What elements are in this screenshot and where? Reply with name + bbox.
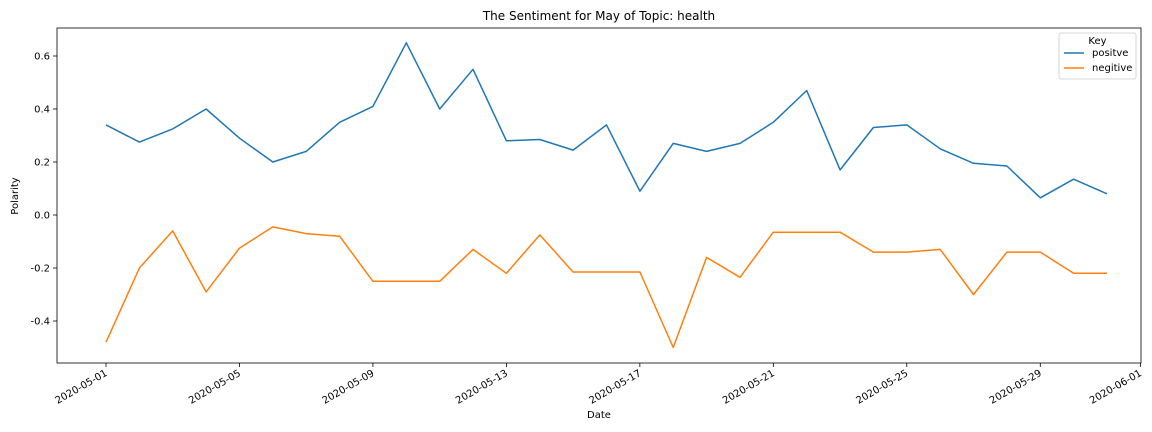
legend-label-positve: positve <box>1092 48 1128 59</box>
y-tick-label: 0.6 <box>34 52 50 63</box>
y-tick-label: 0.0 <box>34 211 50 222</box>
legend-title: Key <box>1088 36 1106 47</box>
y-axis-label: Polarity <box>10 177 21 215</box>
plot-frame <box>56 27 1142 364</box>
y-tick-label: -0.4 <box>30 317 50 328</box>
series-line-positve <box>105 42 1108 199</box>
x-tick-label: 2020-05-01 <box>54 368 110 407</box>
plot-area <box>105 42 1108 349</box>
y-tick-label: -0.2 <box>30 264 50 275</box>
chart-title: The Sentiment for May of Topic: health <box>482 9 715 23</box>
x-tick-label: 2020-05-29 <box>988 368 1044 407</box>
axes: 0.6 0.4 0.2 0.0 -0.2 -0.4 2020-05-01 2020-05-05… <box>30 27 1144 407</box>
x-tick-label: 2020-05-13 <box>454 368 510 407</box>
y-tick-label: 0.2 <box>34 158 50 169</box>
series-line-negitive <box>105 226 1107 349</box>
x-axis-label: Date <box>587 410 611 421</box>
x-tick-label: 2020-05-05 <box>187 368 243 407</box>
x-tick-label: 2020-05-25 <box>854 368 910 407</box>
x-tick-label: 2020-05-17 <box>588 368 644 407</box>
y-tick-label: 0.4 <box>34 105 50 116</box>
x-tick-label: 2020-05-21 <box>721 368 777 407</box>
x-tick-label: 2020-05-09 <box>321 368 377 407</box>
x-tick-label: 2020-06-01 <box>1088 368 1144 407</box>
legend-label-negitive: negitive <box>1092 63 1132 74</box>
